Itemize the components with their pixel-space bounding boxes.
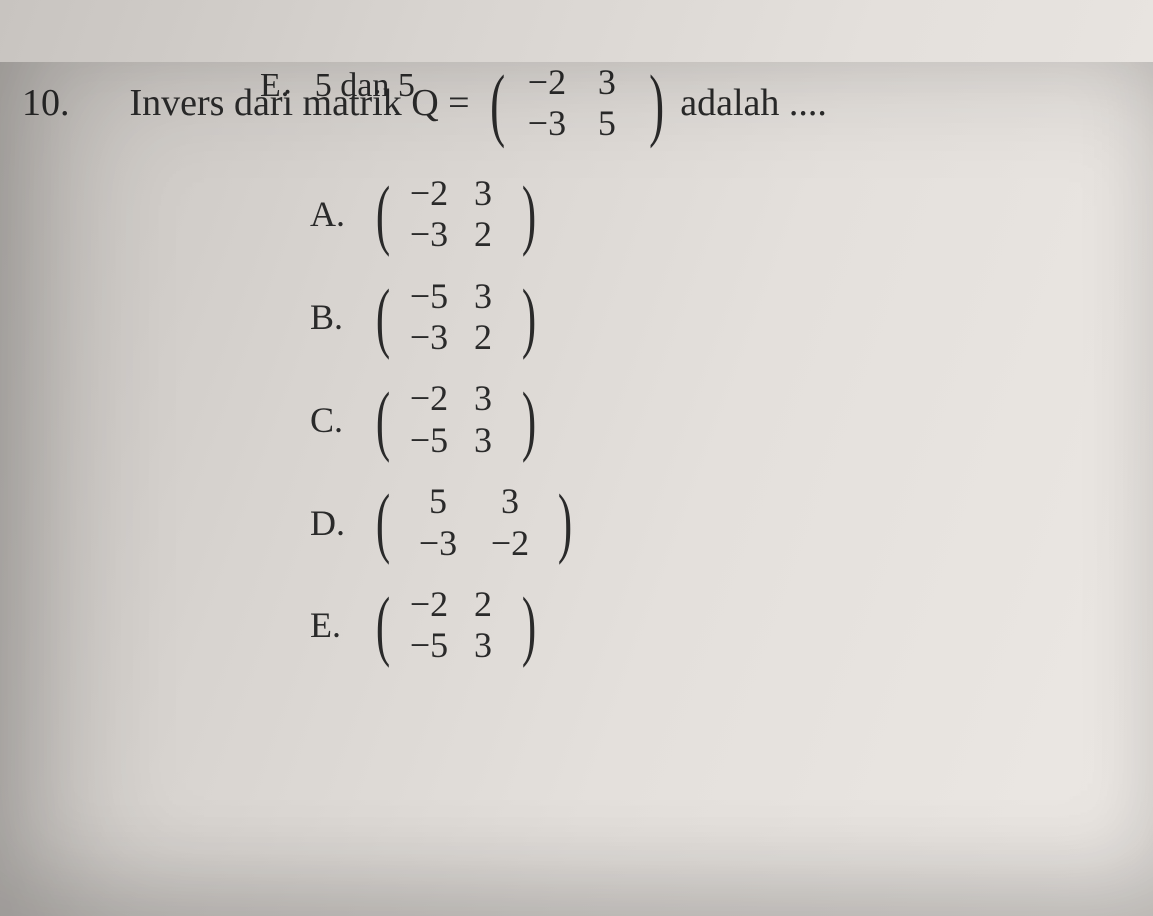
matrix-row: −3 2 [402, 214, 510, 255]
answer-options: A. ( −2 3 −3 2 ) B. ( [310, 173, 1113, 667]
question-text-after: adalah .... [680, 81, 827, 125]
matrix-row: −3 −2 [402, 523, 546, 564]
prev-option-label: E. [260, 67, 289, 104]
paren-right-icon: ) [522, 592, 536, 658]
matrix-content: −2 3 −5 3 [396, 378, 516, 461]
option-matrix: ( −2 2 −5 3 ) [370, 584, 542, 667]
option-matrix: ( −5 3 −3 2 ) [370, 276, 542, 359]
question-number: 10. [22, 81, 70, 125]
paren-left-icon: ( [376, 387, 390, 453]
matrix-row: −2 2 [402, 584, 510, 625]
matrix-row: 5 3 [402, 481, 546, 522]
matrix-cell: 2 [456, 214, 510, 255]
matrix-cell: −3 [517, 103, 577, 144]
matrix-content: 5 3 −3 −2 [396, 481, 552, 564]
matrix-row: −2 3 [517, 62, 637, 103]
matrix-content: −5 3 −3 2 [396, 276, 516, 359]
matrix-row: −3 2 [402, 317, 510, 358]
matrix-row: −5 3 [402, 420, 510, 461]
option-matrix: ( −2 3 −3 2 ) [370, 173, 542, 256]
answer-option-e: E. ( −2 2 −5 3 ) [310, 584, 1113, 667]
question-matrix: ( −2 3 −3 5 ) [484, 62, 671, 145]
paren-left-icon: ( [490, 69, 505, 139]
option-matrix: ( 5 3 −3 −2 ) [370, 481, 578, 564]
matrix-row: −2 3 [402, 173, 510, 214]
matrix-cell: −3 [402, 523, 474, 564]
paren-left-icon: ( [376, 284, 390, 350]
paren-right-icon: ) [649, 69, 664, 139]
paren-right-icon: ) [522, 284, 536, 350]
previous-question-fragment: E. 5 dan 5 [260, 67, 415, 105]
matrix-cell: −3 [402, 214, 456, 255]
option-matrix: ( −2 3 −5 3 ) [370, 378, 542, 461]
answer-option-c: C. ( −2 3 −5 3 ) [310, 378, 1113, 461]
matrix-cell: 3 [456, 276, 510, 317]
matrix-row: −2 3 [402, 378, 510, 419]
matrix-row: −3 5 [517, 103, 637, 144]
matrix-cell: 3 [456, 420, 510, 461]
option-label: A. [310, 193, 354, 235]
matrix-cell: 3 [456, 378, 510, 419]
paren-left-icon: ( [376, 181, 390, 247]
matrix-cell: −5 [402, 420, 456, 461]
answer-option-b: B. ( −5 3 −3 2 ) [310, 276, 1113, 359]
question-text: Invers dari matrik Q = ( −2 3 −3 5 ) ada… [130, 62, 827, 145]
paren-right-icon: ) [558, 489, 572, 555]
option-label: B. [310, 296, 354, 338]
option-label: C. [310, 399, 354, 441]
matrix-cell: 2 [456, 317, 510, 358]
paren-right-icon: ) [522, 387, 536, 453]
matrix-cell: −2 [402, 173, 456, 214]
matrix-cell: 2 [456, 584, 510, 625]
answer-option-d: D. ( 5 3 −3 −2 ) [310, 481, 1113, 564]
matrix-row: −5 3 [402, 625, 510, 666]
prev-option-text: 5 dan 5 [315, 67, 415, 104]
matrix-cell: −2 [402, 584, 456, 625]
matrix-cell: −2 [402, 378, 456, 419]
matrix-content: −2 3 −3 5 [511, 62, 643, 145]
matrix-row: −5 3 [402, 276, 510, 317]
option-label: E. [310, 604, 354, 646]
matrix-cell: −3 [402, 317, 456, 358]
exam-page: E. 5 dan 5 10. Invers dari matrik Q = ( … [0, 62, 1153, 667]
matrix-cell: −5 [402, 625, 456, 666]
option-label: D. [310, 502, 354, 544]
paren-left-icon: ( [376, 592, 390, 658]
matrix-content: −2 2 −5 3 [396, 584, 516, 667]
matrix-cell: 3 [474, 481, 546, 522]
matrix-cell: 5 [577, 103, 637, 144]
matrix-cell: −5 [402, 276, 456, 317]
question-row: 10. Invers dari matrik Q = ( −2 3 −3 5 )… [40, 62, 1113, 145]
matrix-content: −2 3 −3 2 [396, 173, 516, 256]
matrix-cell: 5 [402, 481, 474, 522]
matrix-cell: −2 [474, 523, 546, 564]
matrix-cell: 3 [456, 173, 510, 214]
matrix-cell: 3 [577, 62, 637, 103]
paren-right-icon: ) [522, 181, 536, 247]
paren-left-icon: ( [376, 489, 390, 555]
matrix-cell: 3 [456, 625, 510, 666]
answer-option-a: A. ( −2 3 −3 2 ) [310, 173, 1113, 256]
matrix-cell: −2 [517, 62, 577, 103]
